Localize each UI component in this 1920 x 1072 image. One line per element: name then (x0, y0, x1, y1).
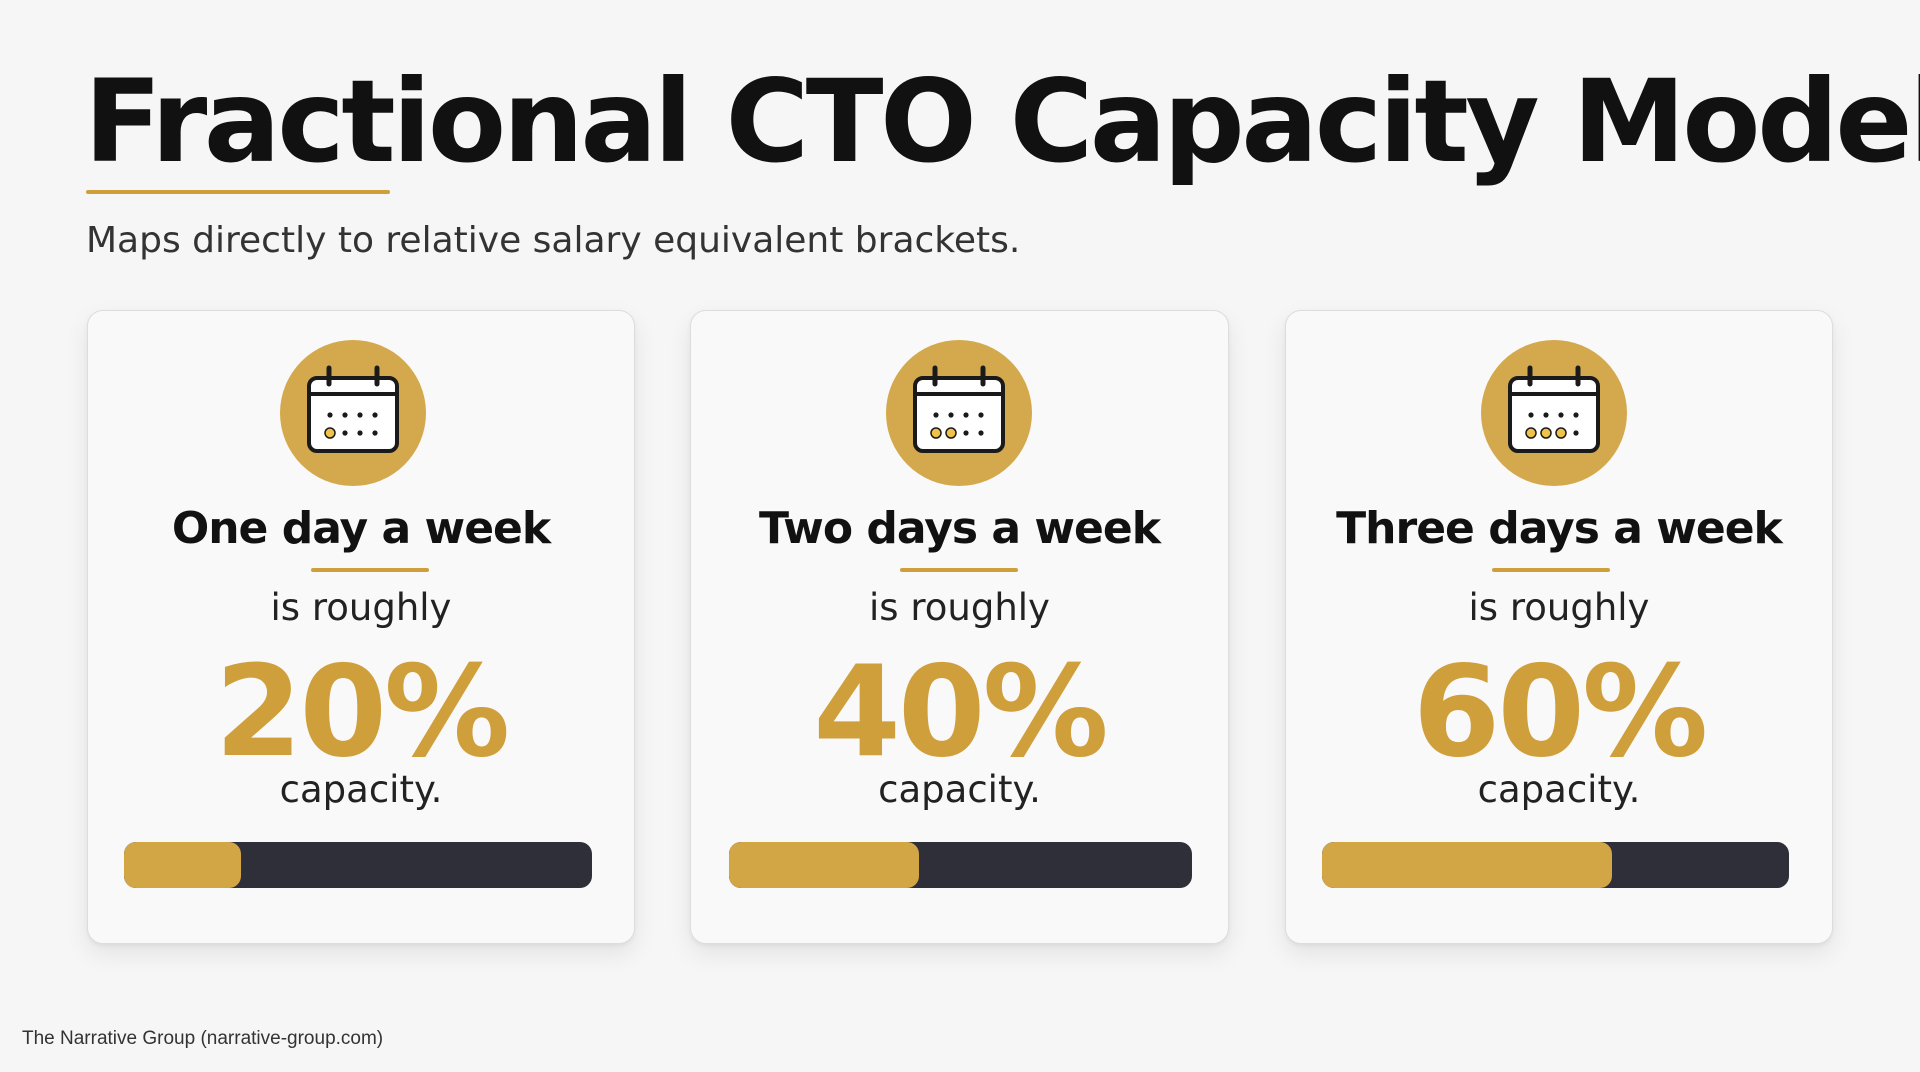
card-outro-text: capacity. (1477, 768, 1641, 811)
card-heading: Three days a week (1336, 503, 1783, 554)
capacity-percentage: 20% (214, 638, 511, 785)
capacity-percentage: 60% (1412, 638, 1709, 785)
capacity-bar (124, 842, 592, 888)
card-heading: Two days a week (758, 503, 1161, 554)
card-intro-text: is roughly (1468, 586, 1650, 629)
capacity-percentage: 40% (813, 638, 1109, 785)
card-intro-text: is roughly (869, 586, 1050, 629)
card-outro-text: capacity. (279, 768, 443, 811)
page-subtitle: Maps directly to relative salary equival… (86, 220, 1021, 261)
calendar-icon-graphic (1508, 365, 1600, 453)
card-heading-underline (311, 568, 429, 572)
card-heading-underline (900, 568, 1018, 572)
calendar-icon-graphic (307, 365, 399, 453)
calendar-icon-graphic (913, 365, 1005, 453)
capacity-card-three-days: Three days a week is roughly 60% capacit… (1285, 310, 1833, 944)
capacity-card-two-days: Two days a week is roughly 40% capacity. (690, 310, 1229, 944)
capacity-bar (1322, 842, 1789, 888)
footer-credit: The Narrative Group (narrative-group.com… (22, 1028, 384, 1049)
capacity-bar-fill (1322, 842, 1612, 888)
capacity-card-one-day: One day a week is roughly 20% capacity. (87, 310, 635, 944)
page-title: Fractional CTO Capacity Model (84, 55, 1920, 188)
title-underline (86, 190, 390, 194)
capacity-bar-fill (729, 842, 919, 888)
calendar-icon (886, 340, 1032, 486)
card-outro-text: capacity. (878, 768, 1041, 811)
calendar-icon (280, 340, 426, 486)
card-heading-underline (1492, 568, 1610, 572)
card-heading: One day a week (171, 503, 551, 554)
capacity-bar-fill (124, 842, 241, 888)
calendar-icon (1481, 340, 1627, 486)
capacity-bar (729, 842, 1192, 888)
card-intro-text: is roughly (270, 586, 452, 629)
